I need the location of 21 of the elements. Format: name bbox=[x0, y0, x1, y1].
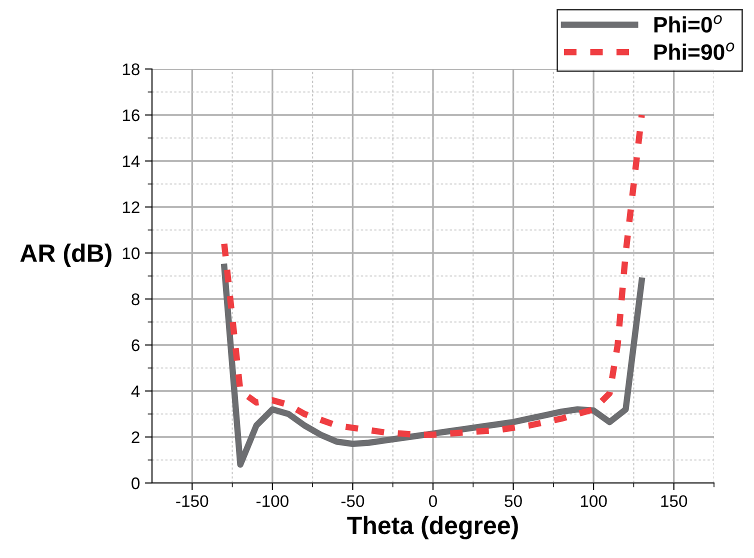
y-tick-label: 14 bbox=[122, 156, 140, 168]
y-axis-title: AR (dB) bbox=[20, 244, 112, 267]
x-tick-label: 150 bbox=[661, 495, 688, 508]
y-tick-label: 4 bbox=[131, 386, 140, 398]
y-tick-label: 8 bbox=[132, 293, 140, 306]
y-tick-label: 10 bbox=[122, 247, 140, 260]
y-tick-label: 12 bbox=[122, 201, 140, 214]
x-tick-label: -100 bbox=[256, 495, 288, 508]
y-tick-label: 6 bbox=[132, 339, 140, 352]
y-tick-label: 0 bbox=[132, 477, 140, 490]
y-tick-label: 16 bbox=[122, 109, 140, 122]
x-tick-label: 100 bbox=[580, 495, 607, 508]
x-tick-label: 50 bbox=[504, 495, 522, 508]
y-tick-label: 18 bbox=[122, 63, 140, 76]
x-axis-title: Theta (degree) bbox=[347, 516, 518, 540]
x-tick-label: 0 bbox=[429, 495, 437, 508]
legend-label: Phi=90$^{o}$ bbox=[654, 42, 734, 60]
x-tick-label: -150 bbox=[176, 495, 208, 508]
legend-label: Phi=0$^{o}$ bbox=[654, 15, 722, 33]
y-tick-label: 2 bbox=[132, 431, 140, 444]
x-tick-label: -50 bbox=[341, 495, 364, 508]
